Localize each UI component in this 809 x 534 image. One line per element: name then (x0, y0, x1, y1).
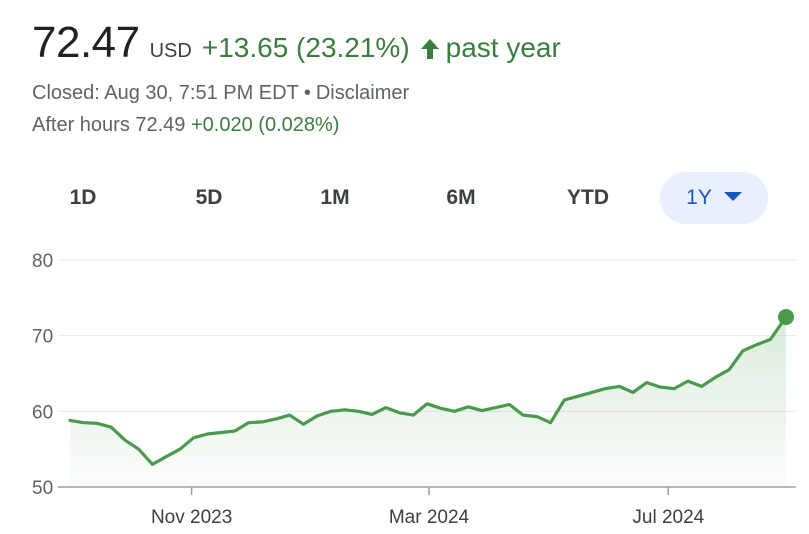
after-hours: After hours 72.49 +0.020 (0.028%) (32, 114, 339, 137)
price-area (70, 317, 786, 487)
x-axis-labels: Nov 2023 Mar 2024 Jul 2024 (151, 487, 705, 528)
tab-label: YTD (567, 186, 609, 209)
y-axis-labels: 80 70 60 50 (32, 251, 53, 499)
x-tick-label: Nov 2023 (151, 507, 232, 528)
price-change: +13.65 (23.21%) (201, 32, 410, 63)
arrow-up-icon (420, 38, 440, 60)
latest-price-dot[interactable] (778, 308, 794, 325)
after-hours-price: After hours 72.49 (32, 114, 186, 136)
price-line (68, 315, 788, 466)
change-period: past year (445, 32, 561, 63)
market-status: Closed: Aug 30, 7:51 PM EDT • Disclaimer (32, 82, 409, 105)
caret-down-icon[interactable] (723, 191, 742, 201)
tab-label: 5D (195, 186, 223, 209)
tab-label: 1Y (686, 186, 712, 209)
price-header: 72.47 USD +13.65 (23.21%) past year (32, 18, 561, 74)
disclaimer-link[interactable]: Disclaimer (315, 82, 410, 104)
tab-label: 6M (446, 186, 476, 209)
closed-time: Closed: Aug 30, 7:51 PM EDT (32, 82, 299, 104)
x-tick-label: Mar 2024 (389, 507, 470, 528)
after-hours-change: +0.020 (0.028%) (191, 114, 340, 136)
tab-label: 1D (69, 186, 97, 209)
range-tabs: 1D 5D 1M 6M YTD 1Y (0, 172, 809, 228)
tab-1m[interactable]: 1M (302, 172, 368, 224)
y-tick-label: 60 (32, 402, 53, 423)
tab-ytd[interactable]: YTD (550, 172, 626, 224)
currency-code: USD (149, 40, 192, 62)
tab-5d[interactable]: 5D (176, 172, 242, 224)
price-chart: 80 70 60 50 Nov 2023 Mar 2024 Jul 2024 (32, 251, 796, 528)
tab-1y[interactable]: 1Y (660, 172, 768, 224)
tab-1d[interactable]: 1D (50, 172, 116, 224)
current-price: 72.47 (32, 18, 140, 67)
y-tick-label: 50 (32, 478, 53, 499)
tab-6m[interactable]: 6M (428, 172, 494, 224)
x-tick-label: Jul 2024 (632, 507, 704, 528)
separator-dot: • (303, 82, 311, 104)
tab-label: 1M (320, 186, 350, 209)
y-tick-label: 70 (32, 327, 53, 348)
y-tick-label: 80 (32, 251, 53, 272)
